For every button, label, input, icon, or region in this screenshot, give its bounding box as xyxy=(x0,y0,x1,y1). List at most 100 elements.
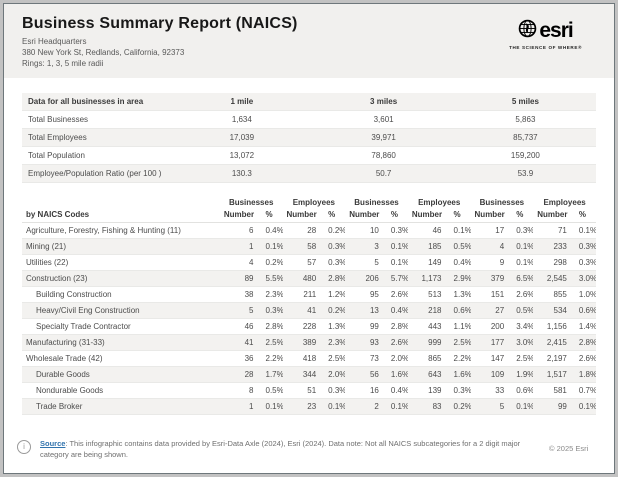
naics-number-cell: 999 xyxy=(428,338,442,347)
naics-percent-cell: 2.8% xyxy=(265,322,283,331)
naics-table-title: by NAICS Codes xyxy=(26,210,90,219)
naics-number-cell: 28 xyxy=(244,370,254,379)
naics-percent-cell: 0.1% xyxy=(516,402,534,411)
source-note: Source: This infographic contains data p… xyxy=(40,438,540,460)
naics-row-label: Specialty Trade Contractor xyxy=(36,322,131,331)
naics-number-cell: 46 xyxy=(244,322,254,331)
naics-number-cell: 233 xyxy=(553,242,567,251)
naics-number-cell: 379 xyxy=(490,274,505,283)
subheader-number: Number xyxy=(349,210,380,219)
naics-percent-cell: 0.2% xyxy=(328,226,346,235)
naics-row-label: Construction (23) xyxy=(26,274,88,283)
naics-percent-cell: 0.1% xyxy=(390,258,408,267)
naics-percent-cell: 0.3% xyxy=(390,226,408,235)
naics-number-cell: 643 xyxy=(428,370,442,379)
naics-number-cell: 218 xyxy=(428,306,442,315)
naics-percent-cell: 3.0% xyxy=(578,274,596,283)
naics-percent-cell: 0.1% xyxy=(265,242,283,251)
report-body: Data for all businesses in area 1 mile 3… xyxy=(4,78,614,428)
naics-number-cell: 177 xyxy=(490,338,505,347)
naics-percent-cell: 0.3% xyxy=(328,386,346,395)
naics-percent-cell: 0.5% xyxy=(453,242,471,251)
naics-percent-cell: 1.6% xyxy=(453,370,471,379)
naics-number-cell: 151 xyxy=(490,290,505,299)
naics-number-cell: 211 xyxy=(303,290,317,299)
naics-number-cell: 228 xyxy=(302,322,317,331)
naics-row-label: Wholesale Trade (42) xyxy=(26,354,103,363)
subheader-percent: % xyxy=(578,210,586,219)
naics-number-cell: 344 xyxy=(302,370,317,379)
naics-number-cell: 147 xyxy=(490,354,505,363)
area-summary-row: Employee/Population Ratio (per 100 ) 130.… xyxy=(22,164,596,183)
naics-number-cell: 865 xyxy=(428,354,442,363)
summary-row-label: Total Businesses xyxy=(28,115,89,124)
report-header: Business Summary Report (NAICS) Esri Hea… xyxy=(4,4,614,78)
naics-row-label: Durable Goods xyxy=(36,370,90,379)
naics-number-cell: 1,173 xyxy=(421,274,442,283)
naics-percent-cell: 0.3% xyxy=(453,386,471,395)
rings-label: Rings: 1, 3, 5 mile radii xyxy=(22,59,104,68)
naics-number-cell: 480 xyxy=(302,274,317,283)
naics-percent-cell: 2.3% xyxy=(265,290,283,299)
summary-row-label: Total Employees xyxy=(28,133,87,142)
naics-number-cell: 581 xyxy=(553,386,567,395)
naics-percent-cell: 1.8% xyxy=(578,370,596,379)
naics-number-cell: 298 xyxy=(553,258,567,267)
naics-number-cell: 513 xyxy=(428,290,442,299)
info-icon[interactable]: i xyxy=(17,440,31,454)
subheader-percent: % xyxy=(516,210,524,219)
naics-number-cell: 73 xyxy=(369,354,379,363)
subheader-number: Number xyxy=(474,210,505,219)
naics-row: Nondurable Goods 8 0.5% 51 0.3% 16 0.4% 139 0.3%… xyxy=(22,383,596,399)
area-summary-header-row: Data for all businesses in area 1 mile 3… xyxy=(22,93,596,111)
naics-percent-cell: 0.3% xyxy=(328,242,346,251)
naics-percent-cell: 0.1% xyxy=(516,258,534,267)
group-header-employees-5miles: Employees xyxy=(543,198,586,207)
naics-number-cell: 855 xyxy=(553,290,567,299)
group-header-employees-1mile: Employees xyxy=(292,198,335,207)
column-header-1-mile: 1 mile xyxy=(230,97,254,106)
naics-number-cell: 443 xyxy=(428,322,442,331)
naics-percent-cell: 3.0% xyxy=(516,338,534,347)
naics-number-cell: 9 xyxy=(499,258,505,267)
summary-cell: 130.3 xyxy=(231,169,252,178)
naics-percent-cell: 0.4% xyxy=(390,386,408,395)
naics-percent-cell: 2.5% xyxy=(328,354,346,363)
copyright: © 2025 Esri xyxy=(549,444,589,453)
naics-number-cell: 41 xyxy=(244,338,254,347)
naics-percent-cell: 2.5% xyxy=(453,338,471,347)
naics-number-cell: 58 xyxy=(307,242,317,251)
report-sheet: Business Summary Report (NAICS) Esri Hea… xyxy=(3,3,615,474)
naics-number-cell: 56 xyxy=(369,370,379,379)
naics-percent-cell: 2.9% xyxy=(453,274,471,283)
naics-percent-cell: 3.4% xyxy=(516,322,534,331)
naics-number-cell: 1,156 xyxy=(546,322,567,331)
naics-number-cell: 23 xyxy=(307,402,317,411)
naics-number-cell: 95 xyxy=(369,290,379,299)
area-summary-row: Total Businesses 1,634 3,601 5,863 xyxy=(22,111,596,129)
naics-percent-cell: 0.5% xyxy=(265,386,283,395)
summary-row-label: Employee/Population Ratio (per 100 ) xyxy=(28,169,162,178)
area-summary-row: Total Employees 17,039 39,971 85,737 xyxy=(22,128,596,147)
naics-row-label: Building Construction xyxy=(36,290,112,299)
source-link[interactable]: Source xyxy=(40,439,66,448)
naics-number-cell: 1 xyxy=(249,242,254,251)
naics-percent-cell: 2.5% xyxy=(516,354,534,363)
naics-number-cell: 17 xyxy=(495,226,505,235)
subheader-percent: % xyxy=(328,210,336,219)
page-title: Business Summary Report (NAICS) xyxy=(22,15,298,32)
naics-number-cell: 206 xyxy=(365,274,379,283)
naics-percent-cell: 0.1% xyxy=(265,402,283,411)
naics-percent-cell: 2.6% xyxy=(578,354,596,363)
naics-subheader-row: by NAICS Codes Number % Number % Number … xyxy=(22,207,596,223)
subheader-number: Number xyxy=(223,210,255,219)
naics-percent-cell: 2.3% xyxy=(328,338,346,347)
naics-percent-cell: 5.7% xyxy=(390,274,408,283)
naics-row-label: Utilities (22) xyxy=(26,258,69,267)
summary-cell: 159,200 xyxy=(510,151,540,160)
summary-row-label: Total Population xyxy=(28,151,85,160)
naics-number-cell: 83 xyxy=(432,402,442,411)
naics-percent-cell: 2.6% xyxy=(516,290,534,299)
subheader-number: Number xyxy=(537,210,568,219)
subheader-percent: % xyxy=(390,210,398,219)
